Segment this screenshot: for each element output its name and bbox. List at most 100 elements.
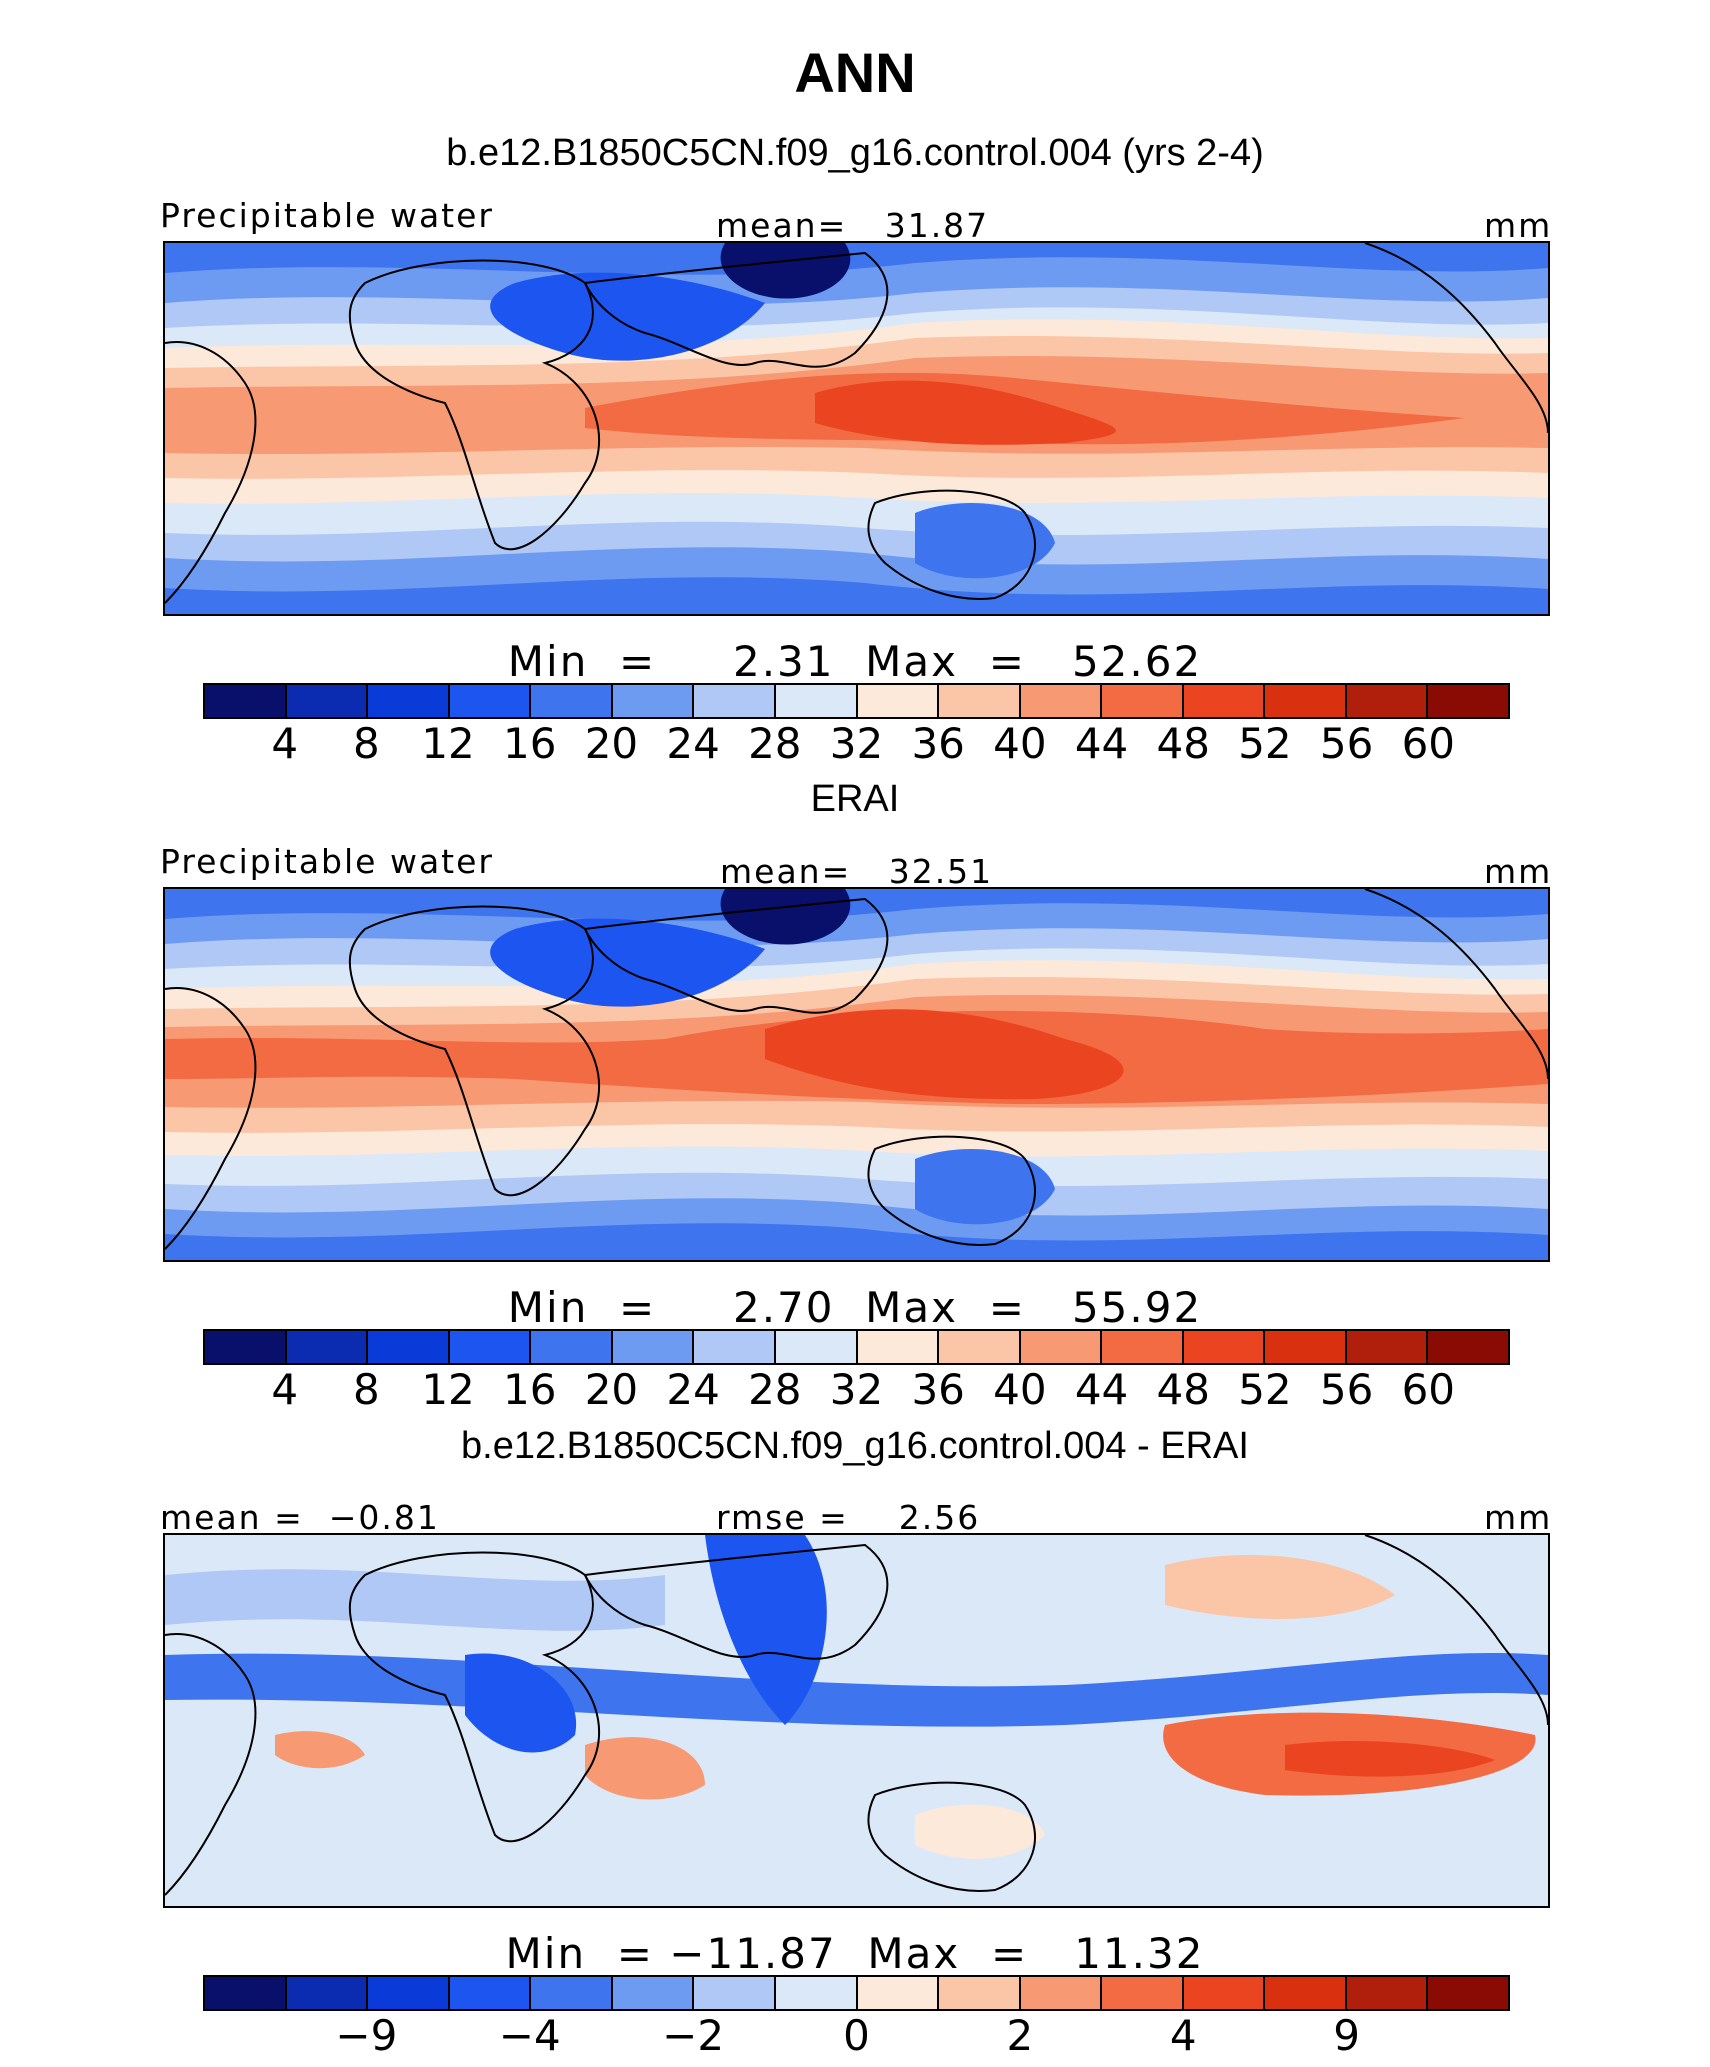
colorbar-tick: 28 bbox=[748, 719, 802, 768]
diff-australia-positive bbox=[915, 1804, 1045, 1859]
colorbar-swatch bbox=[1183, 1331, 1266, 1363]
colorbar-tick: 20 bbox=[584, 719, 639, 768]
colorbar-swatch bbox=[775, 685, 858, 717]
obs-min-max: Min = 2.70 Max = 55.92 bbox=[507, 1283, 1203, 1332]
africa-coastline bbox=[348, 259, 601, 551]
colorbar-swatch bbox=[205, 685, 287, 717]
north-america-coastline bbox=[1364, 243, 1548, 434]
colorbar-swatch bbox=[857, 685, 940, 717]
colorbar-swatch bbox=[775, 1331, 858, 1363]
colorbar-tick: 32 bbox=[829, 719, 884, 768]
colorbar-tick: 36 bbox=[911, 719, 965, 768]
colorbar-swatch bbox=[286, 1977, 369, 2009]
colorbar-tick: 56 bbox=[1319, 719, 1374, 768]
obs-colorbar bbox=[203, 1329, 1510, 1365]
case-title: b.e12.B1850C5CN.f09_g16.control.004 (yrs… bbox=[446, 132, 1264, 174]
colorbar-swatch bbox=[286, 685, 369, 717]
australia-coastline bbox=[867, 1781, 1036, 1892]
colorbar-swatch bbox=[857, 1331, 940, 1363]
diff-title: b.e12.B1850C5CN.f09_g16.control.004 - ER… bbox=[461, 1425, 1249, 1467]
colorbar-tick: 8 bbox=[353, 719, 380, 768]
colorbar-swatch bbox=[205, 1331, 287, 1363]
colorbar-tick: 16 bbox=[503, 1365, 557, 1414]
colorbar-tick: 12 bbox=[421, 719, 475, 768]
colorbar-swatch bbox=[1265, 685, 1347, 717]
colorbar-swatch bbox=[531, 685, 613, 717]
main-title: ANN bbox=[794, 41, 916, 104]
australia-coastline bbox=[867, 1135, 1036, 1246]
colorbar-swatch bbox=[1102, 1331, 1184, 1363]
diff-negative-north bbox=[165, 1569, 665, 1631]
obs-colorbar-ticks: 4 8 12 16 20 24 28 32 36 40 44 48 52 56 60 bbox=[203, 1365, 1510, 1415]
colorbar-tick: 4 bbox=[271, 1365, 299, 1414]
south-america-coastline bbox=[165, 987, 257, 1250]
colorbar-tick: 48 bbox=[1156, 719, 1210, 768]
south-america-coastline bbox=[165, 341, 257, 604]
dry-region-sahara bbox=[490, 272, 765, 361]
colorbar-tick: 16 bbox=[503, 719, 557, 768]
panel2-center-label: mean= 32.51 bbox=[720, 852, 994, 891]
colorbar-swatch bbox=[205, 1977, 287, 2009]
panel3-center-label: rmse = 2.56 bbox=[716, 1498, 981, 1537]
colorbar-tick: 40 bbox=[993, 719, 1047, 768]
model-colorbar-ticks: 4 8 12 16 20 24 28 32 36 40 44 48 52 56 60 bbox=[203, 719, 1510, 769]
colorbar-swatch bbox=[1346, 1977, 1429, 2009]
colorbar-tick: 52 bbox=[1238, 719, 1292, 768]
diff-indian-ocean-positive bbox=[585, 1737, 705, 1800]
colorbar-swatch bbox=[1020, 1331, 1103, 1363]
colorbar-swatch bbox=[449, 1977, 532, 2009]
colorbar-swatch bbox=[286, 1331, 369, 1363]
obs-map-plot bbox=[165, 889, 1548, 1260]
diff-south-asia-negative bbox=[705, 1535, 827, 1725]
colorbar-swatch bbox=[775, 1977, 858, 2009]
colorbar-swatch bbox=[1102, 685, 1184, 717]
diff-map-plot bbox=[165, 1535, 1548, 1906]
colorbar-tick: −4 bbox=[498, 2011, 561, 2060]
colorbar-swatch bbox=[612, 1977, 695, 2009]
diff-map bbox=[163, 1533, 1550, 1908]
colorbar-tick: 2 bbox=[1006, 2011, 1034, 2060]
colorbar-swatch bbox=[368, 1977, 450, 2009]
colorbar-swatch bbox=[1183, 1977, 1266, 2009]
colorbar-swatch bbox=[1265, 1331, 1347, 1363]
colorbar-tick: 24 bbox=[666, 1365, 720, 1414]
colorbar-swatch bbox=[1183, 685, 1266, 717]
model-colorbar bbox=[203, 683, 1510, 719]
colorbar-tick: 0 bbox=[843, 2011, 870, 2060]
panel3-units: mm bbox=[1484, 1498, 1553, 1537]
colorbar-swatch bbox=[939, 685, 1021, 717]
colorbar-swatch bbox=[1428, 685, 1508, 717]
africa-coastline bbox=[348, 905, 601, 1197]
panel2-units: mm bbox=[1484, 852, 1553, 891]
colorbar-swatch bbox=[1020, 685, 1103, 717]
model-map-plot bbox=[165, 243, 1548, 614]
colorbar-tick: 4 bbox=[271, 719, 299, 768]
diff-north-pacific-positive bbox=[1165, 1555, 1395, 1619]
diff-min-max: Min = −11.87 Max = 11.32 bbox=[505, 1929, 1205, 1978]
panel1-units: mm bbox=[1484, 206, 1553, 245]
dry-region-australia bbox=[915, 503, 1055, 579]
colorbar-tick: 12 bbox=[421, 1365, 475, 1414]
colorbar-swatch bbox=[1346, 1331, 1429, 1363]
colorbar-swatch bbox=[368, 1331, 450, 1363]
colorbar-tick: 8 bbox=[353, 1365, 380, 1414]
colorbar-swatch bbox=[612, 1331, 695, 1363]
colorbar-tick: 60 bbox=[1401, 719, 1456, 768]
colorbar-swatch bbox=[449, 685, 532, 717]
colorbar-tick: 60 bbox=[1401, 1365, 1456, 1414]
colorbar-swatch bbox=[531, 1331, 613, 1363]
colorbar-tick: 36 bbox=[911, 1365, 965, 1414]
model-map bbox=[163, 241, 1550, 616]
obs-map bbox=[163, 887, 1550, 1262]
colorbar-swatch bbox=[1428, 1331, 1508, 1363]
colorbar-tick: 52 bbox=[1238, 1365, 1292, 1414]
colorbar-tick: 20 bbox=[584, 1365, 639, 1414]
colorbar-swatch bbox=[1428, 1977, 1508, 2009]
colorbar-tick: 32 bbox=[829, 1365, 884, 1414]
dry-region-australia bbox=[915, 1149, 1055, 1225]
colorbar-swatch bbox=[612, 685, 695, 717]
colorbar-tick: 56 bbox=[1319, 1365, 1374, 1414]
panel1-center-label: mean= 31.87 bbox=[716, 206, 990, 245]
diff-colorbar-ticks: −9 −4 −2 0 2 4 9 bbox=[203, 2011, 1510, 2061]
colorbar-swatch bbox=[449, 1331, 532, 1363]
